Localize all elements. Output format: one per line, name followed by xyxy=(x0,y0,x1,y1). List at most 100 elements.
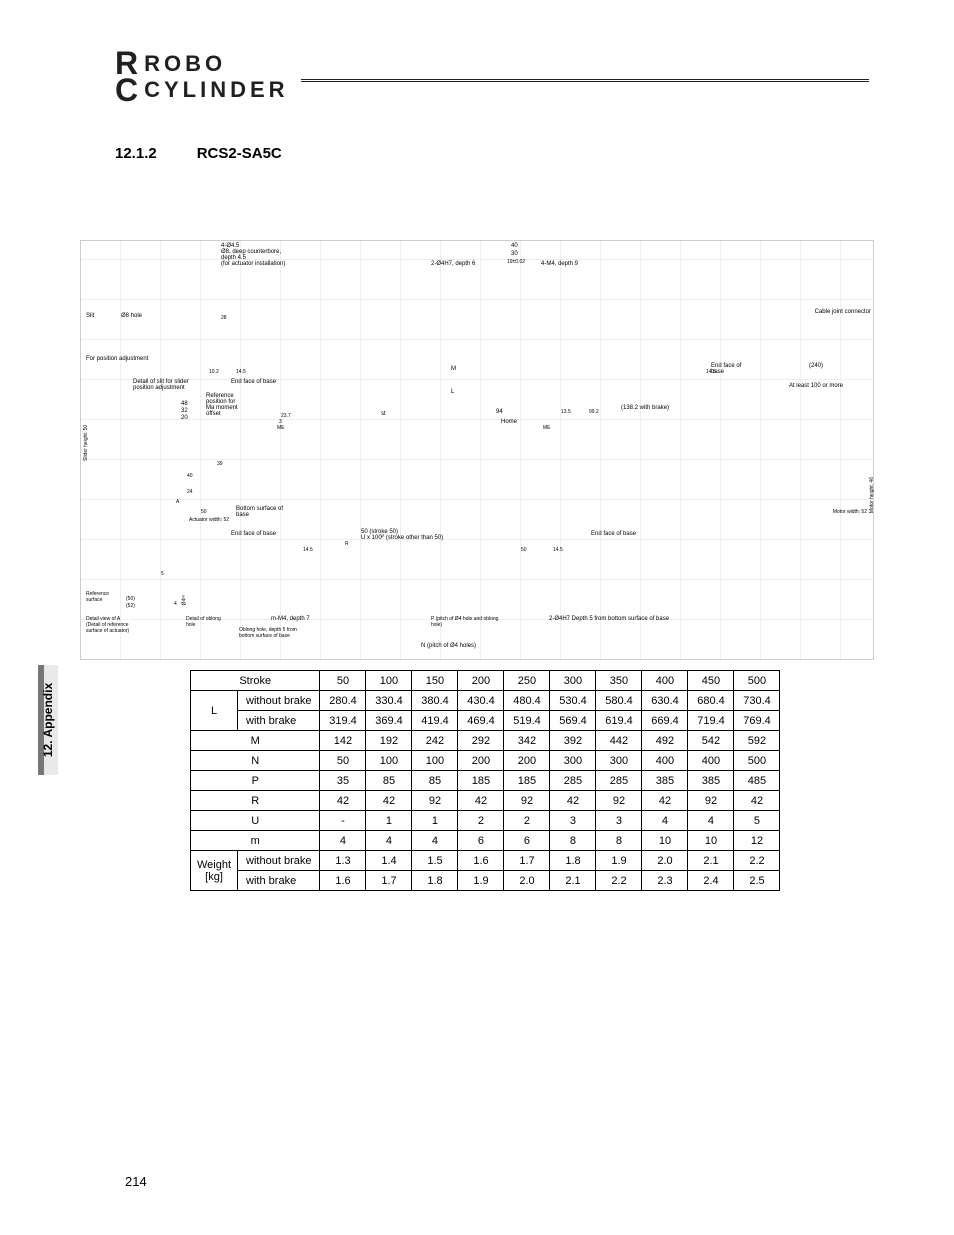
dim-A: A xyxy=(176,499,179,505)
cell: 1.3 xyxy=(320,851,366,871)
cell: 730.4 xyxy=(734,691,780,711)
page-number: 214 xyxy=(125,1174,147,1189)
section-heading: 12.1.2 RCS2-SA5C xyxy=(115,145,282,162)
cell: 519.4 xyxy=(504,711,550,731)
dim-40: 40 xyxy=(511,243,518,249)
dim-50a: 50 xyxy=(201,509,207,515)
cell: 92 xyxy=(688,791,734,811)
cell: 8 xyxy=(550,831,596,851)
col-stroke-val: 500 xyxy=(734,671,780,691)
dim-13-5: 13.5 xyxy=(561,409,571,415)
row-sublabel: without brake xyxy=(238,691,320,711)
brand-logo: R C ROBO CYLINDER xyxy=(115,50,289,104)
cell: 619.4 xyxy=(596,711,642,731)
cell: 285 xyxy=(550,771,596,791)
cell: 2.2 xyxy=(596,871,642,891)
cell: 669.4 xyxy=(642,711,688,731)
cell: 342 xyxy=(504,731,550,751)
callout-8hole: Ø8 hole xyxy=(121,313,142,319)
row-group: L xyxy=(191,691,238,731)
callout-n-pitch: N (pitch of Ø4 holes) xyxy=(421,643,476,649)
dim-138-2: (138.2 with brake) xyxy=(621,405,669,411)
callout-endface-4: End face of base xyxy=(591,531,636,537)
cell: 42 xyxy=(458,791,504,811)
cell: 469.4 xyxy=(458,711,504,731)
table-row: m4446688101012 xyxy=(191,831,780,851)
col-stroke-val: 50 xyxy=(320,671,366,691)
cell: 569.4 xyxy=(550,711,596,731)
row-sublabel: without brake xyxy=(238,851,320,871)
cell: 1 xyxy=(412,811,458,831)
dim-14-5e: 14.5 xyxy=(553,547,563,553)
callout-2-4h7: 2-Ø4H7, depth 6 xyxy=(431,261,475,267)
table-row: R42429242924292429242 xyxy=(191,791,780,811)
col-stroke-val: 150 xyxy=(412,671,458,691)
dim-28: 28 xyxy=(221,315,227,321)
dimension-table: Stroke 50100150200250300350400450500 Lwi… xyxy=(190,670,780,891)
dim-d4: 4 xyxy=(174,601,177,607)
dim-94: 94 xyxy=(496,409,503,415)
cell: 2.1 xyxy=(550,871,596,891)
cell: 292 xyxy=(458,731,504,751)
col-stroke-val: 200 xyxy=(458,671,504,691)
cell: 1.4 xyxy=(366,851,412,871)
cell: 12 xyxy=(734,831,780,851)
cell: 300 xyxy=(550,751,596,771)
dim-M: M xyxy=(451,366,456,372)
cell: 319.4 xyxy=(320,711,366,731)
chapter-side-tab: 12. Appendix xyxy=(38,665,58,775)
cell: 769.4 xyxy=(734,711,780,731)
cell: 185 xyxy=(458,771,504,791)
cell: 680.4 xyxy=(688,691,734,711)
table-row: with brake1.61.71.81.92.02.12.22.32.42.5 xyxy=(191,871,780,891)
cell: 4 xyxy=(642,811,688,831)
row-sublabel: with brake xyxy=(238,711,320,731)
dim-d50: (50) xyxy=(126,596,135,602)
dim-ME2: ME xyxy=(543,425,551,431)
cell: 2.5 xyxy=(734,871,780,891)
cell: 1.8 xyxy=(412,871,458,891)
cell: 300 xyxy=(596,751,642,771)
dim-motor-width: Motor width: 52 xyxy=(833,509,867,515)
table-row: U-112233445 xyxy=(191,811,780,831)
cell: 542 xyxy=(688,731,734,751)
callout-endface-1: End face of base xyxy=(231,379,276,385)
cell: 280.4 xyxy=(320,691,366,711)
dim-14-5d: 14.5 xyxy=(303,547,313,553)
cell: 442 xyxy=(596,731,642,751)
col-stroke-val: 400 xyxy=(642,671,688,691)
table-row: N50100100200200300300400400500 xyxy=(191,751,780,771)
cell: 3 xyxy=(550,811,596,831)
cell: 100 xyxy=(412,751,458,771)
cell: 5 xyxy=(734,811,780,831)
cell: 719.4 xyxy=(688,711,734,731)
cell: 592 xyxy=(734,731,780,751)
row-group: m xyxy=(191,831,320,851)
cell: 42 xyxy=(366,791,412,811)
table-row: with brake319.4369.4419.4469.4519.4569.4… xyxy=(191,711,780,731)
cell: 92 xyxy=(504,791,550,811)
dim-d52: (52) xyxy=(126,603,135,609)
cell: 10 xyxy=(688,831,734,851)
callout-atleast100: At least 100 or more xyxy=(789,383,843,389)
cell: 400 xyxy=(642,751,688,771)
callout-refpos: Reference position for Ma moment offset xyxy=(206,393,238,417)
cell: 2.4 xyxy=(688,871,734,891)
cell: 430.4 xyxy=(458,691,504,711)
dim-23-7: 23.7 xyxy=(281,413,291,419)
cell: 192 xyxy=(366,731,412,751)
cell: 10 xyxy=(642,831,688,851)
dim-L: L xyxy=(451,389,454,395)
dim-14-5a: 14.5 xyxy=(236,369,246,375)
table-row: Weight [kg]without brake1.31.41.51.61.71… xyxy=(191,851,780,871)
cell: 480.4 xyxy=(504,691,550,711)
cell: 100 xyxy=(366,751,412,771)
col-stroke-val: 300 xyxy=(550,671,596,691)
logo-letter-c: C xyxy=(115,77,138,104)
callout-cable-joint: Cable joint connector xyxy=(815,309,871,315)
cell: 400 xyxy=(688,751,734,771)
cell: 85 xyxy=(412,771,458,791)
cell: 2.1 xyxy=(688,851,734,871)
callout-refsurface: Reference surface xyxy=(86,591,109,603)
dim-d5: 5 xyxy=(161,571,164,577)
